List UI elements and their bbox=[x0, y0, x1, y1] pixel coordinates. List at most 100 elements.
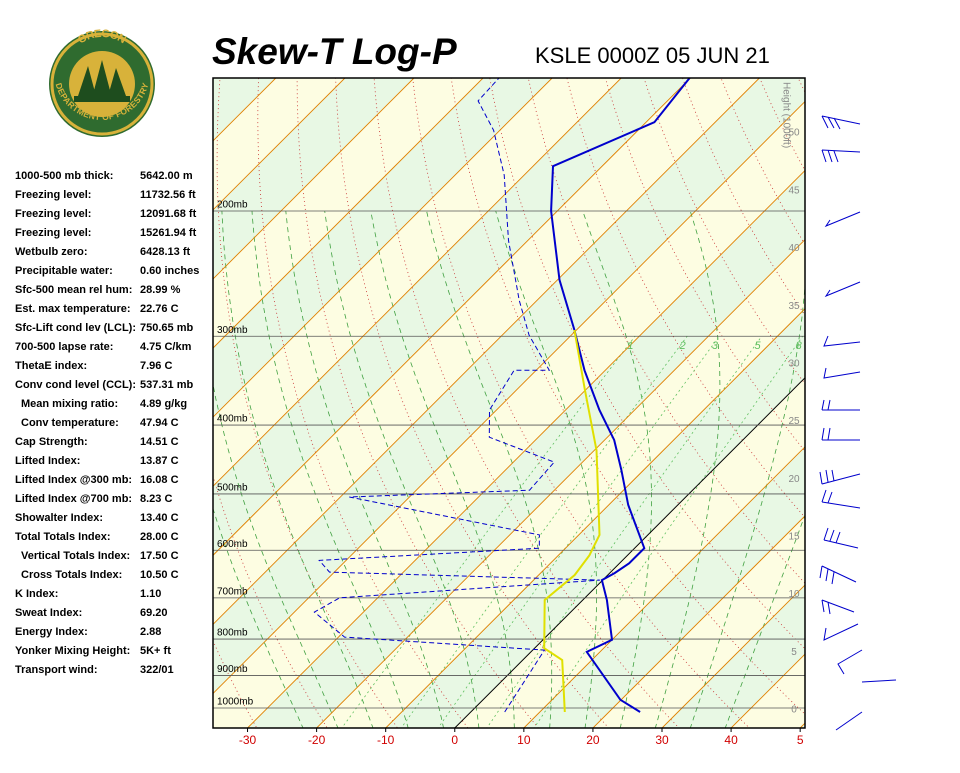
y-tick-label: 300mb bbox=[217, 325, 248, 336]
mixing-ratio-line bbox=[486, 335, 763, 728]
index-label: Lifted Index @300 mb: bbox=[15, 474, 132, 486]
mixing-ratio-label: 5 bbox=[754, 340, 761, 352]
index-label: Freezing level: bbox=[15, 189, 91, 201]
wind-barb bbox=[821, 489, 861, 509]
index-value: 537.31 mb bbox=[140, 379, 193, 391]
isotherm bbox=[592, 515, 805, 728]
x-tick-label: 5 bbox=[797, 733, 804, 747]
height-tick-label: 50 bbox=[788, 128, 800, 139]
dry-adiabat bbox=[862, 53, 960, 737]
height-tick-label: 25 bbox=[788, 416, 800, 427]
index-label: Cross Totals Index: bbox=[21, 569, 122, 581]
moist-adiabat bbox=[213, 382, 339, 728]
isotherm-band bbox=[213, 101, 805, 728]
y-tick-label: 200mb bbox=[217, 200, 248, 211]
isotherm bbox=[454, 377, 805, 728]
chart-title: Skew-T Log-P bbox=[212, 31, 457, 72]
dry-adiabat bbox=[489, 78, 805, 650]
index-label: 700-500 lapse rate: bbox=[15, 341, 113, 353]
wind-barb bbox=[821, 399, 860, 411]
dry-adiabat bbox=[335, 78, 610, 728]
y-tick-label: 600mb bbox=[217, 539, 248, 550]
moist-adiabat bbox=[654, 210, 721, 728]
index-value: 28.99 % bbox=[140, 284, 181, 296]
index-label: Energy Index: bbox=[15, 626, 88, 638]
height-tick-label: 45 bbox=[788, 185, 800, 196]
dry-adiabat bbox=[213, 639, 258, 728]
index-value: 4.75 C/km bbox=[140, 341, 192, 353]
mixing-ratio-label: 1 bbox=[627, 340, 633, 352]
wind-barb bbox=[824, 281, 861, 298]
mixing-ratio-label: 3 bbox=[712, 340, 719, 352]
index-label: Precipitable water: bbox=[15, 265, 113, 277]
index-label: Showalter Index: bbox=[15, 512, 103, 524]
index-label: Yonker Mixing Height: bbox=[15, 645, 130, 657]
plot-frame bbox=[212, 77, 806, 729]
dry-adiabat bbox=[797, 78, 805, 94]
index-value: 0.60 inches bbox=[140, 265, 199, 277]
index-label: Wetbulb zero: bbox=[15, 246, 88, 258]
moist-adiabat bbox=[324, 210, 480, 728]
moist-adiabat bbox=[426, 210, 553, 728]
height-axis-label: Height (1000ft) bbox=[780, 82, 791, 148]
x-tick-label: -30 bbox=[239, 733, 257, 747]
moist-adiabat bbox=[724, 513, 805, 728]
dry-adiabat bbox=[85, 53, 192, 737]
index-label: Conv cond level (CCL): bbox=[15, 379, 136, 391]
index-label: Cap Strength: bbox=[15, 436, 88, 448]
logo-trees bbox=[78, 60, 126, 98]
wind-barb bbox=[823, 335, 861, 347]
dry-adiabat bbox=[900, 53, 960, 737]
index-label: Transport wind: bbox=[15, 664, 98, 676]
index-value: 750.65 mb bbox=[140, 322, 193, 334]
mixing-ratio-label: 8 bbox=[796, 340, 803, 352]
index-value: 1.10 bbox=[140, 588, 161, 600]
index-value: 8.23 C bbox=[140, 493, 172, 505]
moist-adiabat bbox=[251, 210, 409, 728]
wind-barb bbox=[837, 649, 863, 675]
isotherm bbox=[385, 308, 805, 728]
profile-line bbox=[313, 78, 600, 713]
index-label: Freezing level: bbox=[15, 227, 91, 239]
profile-line bbox=[543, 329, 601, 713]
height-tick-label: 30 bbox=[788, 358, 800, 369]
index-label: Sfc-Lift cond lev (LCL): bbox=[15, 322, 136, 334]
y-tick-label: 900mb bbox=[217, 664, 248, 675]
height-tick-label: 20 bbox=[788, 474, 800, 485]
x-tick-label: -20 bbox=[308, 733, 326, 747]
index-label: Lifted Index: bbox=[15, 455, 80, 467]
dry-adiabat bbox=[604, 78, 805, 452]
profile-line bbox=[550, 78, 691, 713]
isotherm bbox=[247, 169, 805, 728]
dry-adiabat bbox=[412, 78, 750, 728]
dry-adiabat bbox=[938, 53, 960, 737]
wind-barb bbox=[835, 711, 863, 731]
x-tick-label: 30 bbox=[655, 733, 669, 747]
x-tick-label: -10 bbox=[377, 733, 395, 747]
isotherm bbox=[213, 78, 622, 487]
wind-barb bbox=[823, 623, 859, 641]
index-value: 69.20 bbox=[140, 607, 168, 619]
index-value: 13.40 C bbox=[140, 512, 179, 524]
y-tick-label: 800mb bbox=[217, 628, 248, 639]
chart-subtitle: KSLE 0000Z 05 JUN 21 bbox=[535, 43, 770, 68]
height-tick-label: 35 bbox=[788, 301, 800, 312]
profiles bbox=[313, 78, 691, 713]
wind-barbs bbox=[819, 115, 897, 731]
index-label: Vertical Totals Index: bbox=[21, 550, 130, 562]
wind-barb bbox=[823, 367, 861, 379]
isotherm bbox=[213, 78, 553, 418]
index-value: 6428.13 ft bbox=[140, 246, 190, 258]
isotherm bbox=[213, 78, 415, 280]
y-tick-label: 1000mb bbox=[217, 697, 254, 708]
y-tick-label: 700mb bbox=[217, 586, 248, 597]
y-tick-label: 500mb bbox=[217, 483, 248, 494]
x-tick-label: 40 bbox=[724, 733, 738, 747]
moist-adiabat bbox=[582, 210, 652, 728]
index-value: 22.76 C bbox=[140, 303, 179, 315]
index-label: K Index: bbox=[15, 588, 58, 600]
x-tick-label: 0 bbox=[451, 733, 458, 747]
index-value: 17.50 C bbox=[140, 550, 179, 562]
